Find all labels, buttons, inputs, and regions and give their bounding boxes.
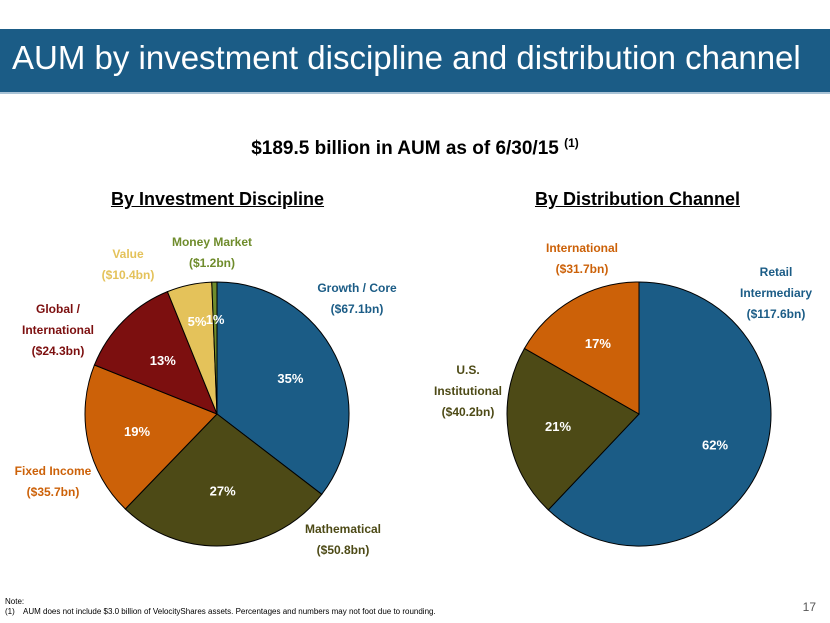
slice-percent-label-0-0: 35% <box>277 371 303 386</box>
page-number: 17 <box>802 600 816 614</box>
slice-value-label-0-5: ($1.2bn) <box>189 256 235 270</box>
slice-percent-label-1-1: 21% <box>545 419 571 434</box>
footnote-heading: Note: <box>5 597 25 606</box>
footnote-reference: (1) <box>564 136 579 150</box>
slice-name-label-1-0: Intermediary <box>740 286 812 300</box>
slice-name-label-0-1: Mathematical <box>305 522 381 536</box>
slice-value-label-0-4: ($10.4bn) <box>102 268 155 282</box>
slice-name-label-1-0: Retail <box>760 265 793 279</box>
slice-value-label-0-2: ($35.7bn) <box>27 485 80 499</box>
aum-summary-text: $189.5 billion in AUM as of 6/30/15 <box>251 138 559 159</box>
slice-name-label-0-3: Global / <box>36 302 81 316</box>
slice-percent-label-0-5: 1% <box>206 312 225 327</box>
slice-percent-label-1-2: 17% <box>585 336 611 351</box>
slice-percent-label-0-2: 19% <box>124 424 150 439</box>
slice-percent-label-0-1: 27% <box>210 483 236 498</box>
pie-slice-1-2 <box>523 281 640 415</box>
pie-slice-1-0 <box>547 281 772 547</box>
slice-value-label-1-2: ($31.7bn) <box>556 262 609 276</box>
slice-name-label-0-4: Value <box>112 247 144 261</box>
slice-value-label-0-1: ($50.8bn) <box>317 543 370 557</box>
slice-value-label-1-0: ($117.6bn) <box>747 307 806 321</box>
slice-name-label-0-3: International <box>22 323 94 337</box>
slice-percent-label-0-3: 13% <box>150 353 176 368</box>
slice-name-label-0-5: Money Market <box>172 235 252 249</box>
pie-slice-0-1 <box>124 413 323 547</box>
header-divider <box>0 92 830 94</box>
slice-percent-label-0-4: 5% <box>188 314 207 329</box>
chart-title-channel: By Distribution Channel <box>534 189 740 209</box>
footnote: Note: (1) AUM does not include $3.0 billi… <box>5 597 436 617</box>
pie-slice-0-5 <box>211 281 218 415</box>
slice-value-label-0-3: ($24.3bn) <box>32 344 85 358</box>
chart-title-discipline: By Investment Discipline <box>110 189 325 209</box>
slice-value-label-0-0: ($67.1bn) <box>331 302 384 316</box>
slice-name-label-0-0: Growth / Core <box>317 281 397 295</box>
pie-slice-0-0 <box>216 281 350 496</box>
pie-slice-1-1 <box>506 347 640 511</box>
slice-percent-label-1-0: 62% <box>702 437 728 452</box>
slice-value-label-1-1: ($40.2bn) <box>442 405 495 419</box>
footnote-text: AUM does not include $3.0 billion of Vel… <box>23 607 436 616</box>
footnote-index: (1) <box>5 607 15 616</box>
header-bar: AUM by investment discipline and distrib… <box>0 29 830 92</box>
slice-name-label-1-1: U.S. <box>456 363 479 377</box>
pie-slice-0-3 <box>93 290 218 415</box>
slice-name-label-0-2: Fixed Income <box>15 464 92 478</box>
slice-name-label-1-2: International <box>546 241 618 255</box>
slice-name-label-1-1: Institutional <box>434 384 502 398</box>
page-title: AUM by investment discipline and distrib… <box>12 39 801 76</box>
aum-summary: $189.5 billion in AUM as of 6/30/15 (1) <box>0 136 830 160</box>
